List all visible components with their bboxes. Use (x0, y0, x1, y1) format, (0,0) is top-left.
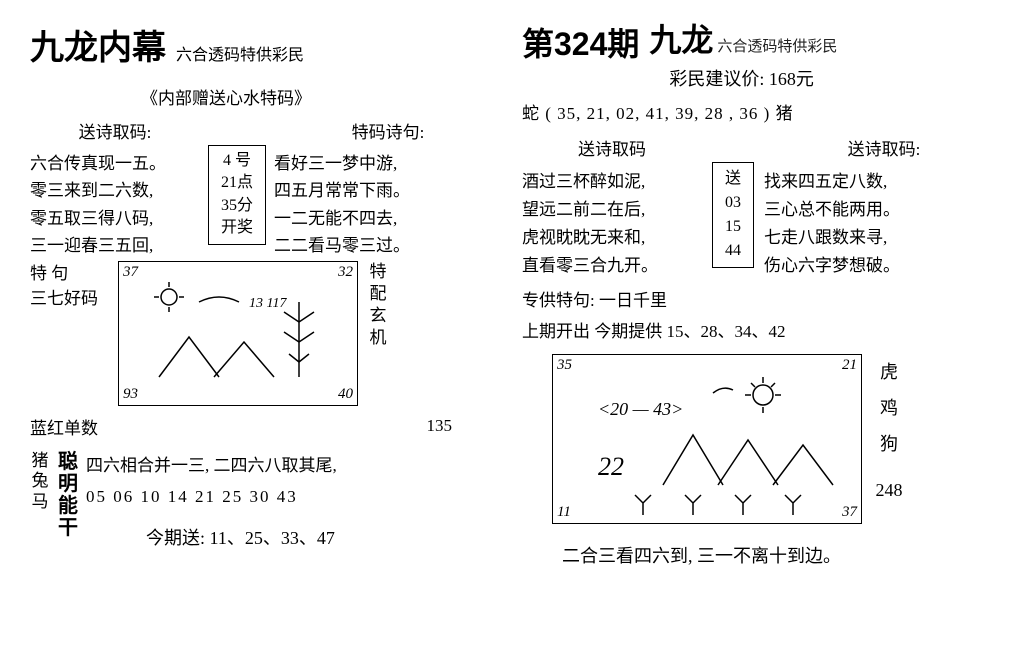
special-label: 特 句 (30, 261, 108, 287)
send-box: 送 03 15 44 (712, 162, 754, 268)
poem-a-line: 零五取三得八码, (30, 205, 200, 232)
info-box-line: 35分 (211, 195, 263, 217)
poem-b-line: 一二无能不四去, (274, 205, 502, 232)
r-poem-b-line: 找来四五定八数, (764, 168, 1004, 196)
num-135: 135 (427, 416, 503, 436)
right-body: 送诗取码 酒过三杯醉如泥, 望远二前二在后, 虎视眈眈无来和, 直看零三合九开。… (522, 136, 1004, 280)
special-code: 三七好码 (30, 286, 108, 312)
animal: 狗 (874, 426, 904, 462)
right-row2: 35 21 11 37 <20 — 43> 22 (522, 354, 1004, 524)
bottom-content: 四六相合并一三, 二四六八取其尾, 05 06 10 14 21 25 30 4… (86, 451, 502, 555)
r-poem-b-line: 七走八跟数来寻, (764, 224, 1004, 252)
poem-a-line: 零三来到二六数, (30, 177, 200, 204)
left-body: 送诗取码: 六合传真现一五。 零三来到二六数, 零五取三得八码, 三一迎春三五回… (30, 119, 502, 259)
special-col: 特 句 三七好码 (30, 261, 108, 312)
r-poem-a-label: 送诗取码 (522, 136, 702, 164)
r-poem-b-col: 送诗取码: 找来四五定八数, 三心总不能两用。 七走八跟数来寻, 伤心六字梦想破… (764, 136, 1004, 280)
info-box-line: 21点 (211, 172, 263, 194)
numbers-line: 蛇 ( 35, 21, 02, 41, 39, 28 , 36 ) 猪 (522, 99, 1004, 124)
poem-a-line: 三一迎春三五回, (30, 232, 200, 259)
animal: 鸡 (874, 390, 904, 426)
r-poem-a-col: 送诗取码 酒过三杯醉如泥, 望远二前二在后, 虎视眈眈无来和, 直看零三合九开。 (522, 136, 702, 280)
send-box-line: 44 (715, 239, 751, 263)
send-box-col: 送 03 15 44 (712, 136, 754, 280)
svg-text:13 117: 13 117 (249, 296, 287, 311)
r-poem-a-line: 虎视眈眈无来和, (522, 224, 702, 252)
last-period: 上期开出 今期提供 15、28、34、42 (522, 317, 1004, 342)
poem-b-line: 看好三一梦中游, (274, 150, 502, 177)
r-poem-a-line: 酒过三杯醉如泥, (522, 168, 702, 196)
send-box-line: 03 (715, 191, 751, 215)
left-panel: 九龙内幕 六合透码特供彩民 《内部赠送心水特码》 送诗取码: 六合传真现一五。 … (0, 0, 512, 664)
right-top: 第324期 九龙 六合透码特供彩民 彩民建议价: 168元 (522, 15, 1004, 91)
period-provide: 今期送: 11、25、33、47 (86, 522, 502, 554)
issue-number: 第324期 (522, 15, 639, 65)
animals-vert: 猪兔马 (30, 451, 50, 512)
left-bottom-row: 猪兔马 聪明能干 四六相合并一三, 二四六八取其尾, 05 06 10 14 2… (30, 451, 502, 555)
left-row3: 蓝红单数 135 (30, 414, 502, 439)
price: 彩民建议价: 168元 (649, 65, 1004, 91)
r-poem-b-label: 送诗取码: (764, 136, 1004, 164)
left-subtitle: 六合透码特供彩民 (176, 41, 304, 69)
svg-text:<20 — 43>: <20 — 43> (598, 399, 683, 419)
bottom-couplet: 四六相合并一三, 二四六八取其尾, (86, 451, 502, 482)
info-box-line: 开奖 (211, 217, 263, 239)
right-main-title: 九龙 (649, 22, 713, 58)
r-poem-b-line: 三心总不能两用。 (764, 196, 1004, 224)
poem-b-label: 特码诗句: (274, 119, 502, 146)
r-bottom-couplet: 二合三看四六到, 三一不离十到边。 (522, 542, 1004, 568)
right-drawing-box: 35 21 11 37 <20 — 43> 22 (552, 354, 862, 524)
right-panel: 第324期 九龙 六合透码特供彩民 彩民建议价: 168元 蛇 ( 35, 21… (512, 0, 1024, 664)
vert-text-right: 特配玄机 (368, 261, 388, 349)
blue-red: 蓝红单数 (30, 414, 108, 439)
right-title-block: 九龙 六合透码特供彩民 彩民建议价: 168元 (649, 15, 1004, 91)
info-box-col: 4 号 21点 35分 开奖 (208, 119, 266, 259)
left-sketch: 13 117 (119, 262, 359, 407)
r-poem-b-line: 伤心六字梦想破。 (764, 252, 1004, 280)
left-drawing-box: 37 32 93 40 13 117 (118, 261, 358, 406)
right-animals: 虎 鸡 狗 248 (874, 354, 904, 508)
poem-b-line: 二二看马零三过。 (274, 232, 502, 259)
poem-b-col: 特码诗句: 看好三一梦中游, 四五月常常下雨。 一二无能不四去, 二二看马零三过… (274, 119, 502, 259)
r-poem-a-line: 直看零三合九开。 (522, 252, 702, 280)
animal: 虎 (874, 354, 904, 390)
poem-b-line: 四五月常常下雨。 (274, 177, 502, 204)
left-title-row: 九龙内幕 六合透码特供彩民 (30, 20, 502, 69)
send-box-line: 送 (715, 167, 751, 191)
poem-a-label: 送诗取码: (30, 119, 200, 146)
info-box-line: 4 号 (211, 150, 263, 172)
left-row2: 特 句 三七好码 37 32 93 40 13 117 (30, 261, 502, 406)
r-poem-a-line: 望远二前二在后, (522, 196, 702, 224)
right-sketch: <20 — 43> 22 (553, 355, 863, 525)
info-box: 4 号 21点 35分 开奖 (208, 145, 266, 245)
num-248: 248 (874, 472, 904, 508)
send-box-line: 15 (715, 215, 751, 239)
clever-vert: 聪明能干 (58, 451, 78, 539)
left-heading: 《内部赠送心水特码》 (30, 84, 502, 109)
poem-a-col: 送诗取码: 六合传真现一五。 零三来到二六数, 零五取三得八码, 三一迎春三五回… (30, 119, 200, 259)
bottom-numbers: 05 06 10 14 21 25 30 43 (86, 482, 502, 513)
poem-a-line: 六合传真现一五。 (30, 150, 200, 177)
special-line: 专供特句: 一日千里 (522, 286, 1004, 311)
right-subtitle: 六合透码特供彩民 (717, 39, 837, 55)
svg-text:22: 22 (598, 452, 624, 481)
left-main-title: 九龙内幕 (30, 20, 166, 69)
